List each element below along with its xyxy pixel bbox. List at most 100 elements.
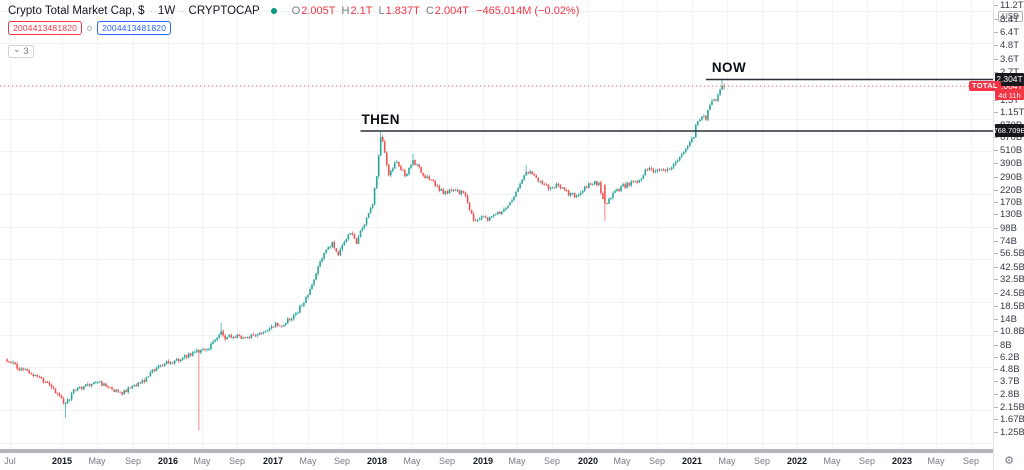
ohlc-item: L1.837T <box>378 5 419 17</box>
time-tick-month-label: Sep <box>124 456 142 466</box>
time-tick-year-label: 2017 <box>262 456 284 466</box>
price-tick-mark <box>994 267 998 268</box>
price-tick-mark <box>994 432 998 433</box>
price-tick-mark <box>994 306 998 307</box>
price-tick-mark <box>994 150 998 151</box>
price-tick-mark <box>994 5 998 6</box>
price-tick-mark <box>994 331 998 332</box>
price-tick-mark <box>994 59 998 60</box>
chevron-down-icon: ⌄ <box>13 44 21 54</box>
price-tick-label: 3.7B <box>1000 376 1020 388</box>
price-tick-mark <box>994 177 998 178</box>
time-tick-month-label: Sep <box>438 456 456 466</box>
time-tick-year-label: 2022 <box>786 456 808 466</box>
price-tick-label: 3.6T <box>1000 53 1020 65</box>
exchange-label[interactable]: CRYPTOCAP <box>188 5 260 17</box>
drawings-count: 3 <box>23 46 29 56</box>
price-tick-mark <box>994 394 998 395</box>
horizontal-gridlines <box>0 11 993 444</box>
legend-row-symbol: Crypto Total Market Cap, $ · 1W · CRYPTO… <box>8 5 579 17</box>
settings-gear-icon[interactable]: ⚙ <box>1004 454 1014 467</box>
price-tick-label: 8B <box>1000 340 1012 352</box>
time-tick-year-label: 2016 <box>157 456 179 466</box>
time-tick-month-label: May <box>508 456 526 466</box>
ohlc-letter: L <box>378 5 385 17</box>
chart-plot-area[interactable] <box>0 0 993 452</box>
price-axis[interactable]: USD 2.304T 2.004T 4d 11h 768.709B 11.2T8… <box>993 0 1024 452</box>
time-tick-month-label: May <box>718 456 736 466</box>
price-tick-label: 14B <box>1000 313 1017 325</box>
ohlc-values: O2.005T H2.1T L1.837T C2.004T <box>292 5 469 17</box>
time-tick-month-label: Sep <box>962 456 980 466</box>
time-tick-month-label: Sep <box>228 456 246 466</box>
price-tick-mark <box>994 381 998 382</box>
time-tick-month-label: Sep <box>753 456 771 466</box>
price-tick-label: 2.8B <box>1000 389 1020 401</box>
price-tick-mark <box>994 163 998 164</box>
axis-corner-cell: ⚙ <box>993 452 1024 470</box>
price-tick-label: 1.67B <box>1000 413 1024 425</box>
price-alert-tag[interactable]: 2004413481820 <box>8 21 83 35</box>
time-tick-year-label: 2019 <box>472 456 494 466</box>
price-tick-mark <box>994 345 998 346</box>
price-tick-label: 390B <box>1000 157 1023 169</box>
price-tick-mark <box>994 253 998 254</box>
symbol-title[interactable]: Crypto Total Market Cap, $ <box>8 5 145 17</box>
chart-legend: Crypto Total Market Cap, $ · 1W · CRYPTO… <box>8 5 579 58</box>
price-tick-mark <box>994 293 998 294</box>
price-tick-mark <box>994 32 998 33</box>
price-tick-label: 24.5B <box>1000 287 1024 299</box>
time-tick-month-label: May <box>403 456 421 466</box>
price-tick-label: 130B <box>1000 209 1023 221</box>
interval-label[interactable]: 1W <box>157 5 176 17</box>
price-tick-label: 220B <box>1000 184 1023 196</box>
time-tick-year-label: 2021 <box>681 456 703 466</box>
time-tick-month-label: May <box>823 456 841 466</box>
price-tick-mark <box>994 214 998 215</box>
price-tick-mark <box>994 419 998 420</box>
price-tick-mark <box>994 112 998 113</box>
price-tick-label: 56.5B <box>1000 248 1024 260</box>
price-tick-label: 74B <box>1000 235 1017 247</box>
price-tick-label: 1.5T <box>1000 94 1020 106</box>
time-tick-year-label: 2020 <box>577 456 599 466</box>
ohlc-value: 2.005T <box>301 5 336 17</box>
price-line-symbol-tag: TOTAL <box>969 81 1001 91</box>
time-tick-month-label: Jul <box>4 456 16 466</box>
candlestick-series <box>6 79 725 431</box>
tag-separator-dot-icon <box>87 25 93 31</box>
price-tick-label: 18.5B <box>1000 300 1024 312</box>
price-tick-label: 98B <box>1000 222 1017 234</box>
then-line-price-badge: 768.709B <box>993 124 1024 138</box>
price-tick-mark <box>994 319 998 320</box>
price-tick-mark <box>994 279 998 280</box>
price-tick-label: 4.8T <box>1000 40 1020 52</box>
price-tick-label: 8.4T <box>1000 13 1020 25</box>
then-annotation-label[interactable]: THEN <box>361 111 400 127</box>
ohlc-item: H2.1T <box>341 5 372 17</box>
currency-badge[interactable]: USD <box>998 11 1023 22</box>
price-alert-tags: 2004413481820 2004413481820 <box>8 21 579 35</box>
price-tick-mark <box>994 45 998 46</box>
time-tick-month-label: Sep <box>543 456 561 466</box>
drawings-collapse-toggle[interactable]: ⌄ 3 <box>8 44 34 58</box>
ohlc-letter: H <box>341 5 350 17</box>
now-annotation-label[interactable]: NOW <box>711 60 747 76</box>
price-tick-mark <box>994 357 998 358</box>
price-tick-label: 11.2T <box>1000 0 1024 12</box>
price-tick-label: 6.2B <box>1000 352 1020 364</box>
price-tick-label: 10.8B <box>1000 326 1024 337</box>
time-tick-year-label: 2015 <box>51 456 73 466</box>
time-axis[interactable]: Jul 2015 May Sep 2016 May Sep 2017 May Sep 2018 May… <box>0 453 993 470</box>
price-tick-label: 170B <box>1000 196 1023 208</box>
price-tick-mark <box>994 407 998 408</box>
separator-dot: · <box>180 5 184 17</box>
price-tick-label: 32.5B <box>1000 274 1024 286</box>
ohlc-value: 1.837T <box>385 5 420 17</box>
time-tick-month-label: May <box>88 456 106 466</box>
pane-separator-bar[interactable] <box>0 449 993 453</box>
price-tick-label: 6.4T <box>1000 26 1020 38</box>
price-alert-tag[interactable]: 2004413481820 <box>97 21 172 35</box>
price-tick-label: 1.25B <box>1000 427 1024 439</box>
